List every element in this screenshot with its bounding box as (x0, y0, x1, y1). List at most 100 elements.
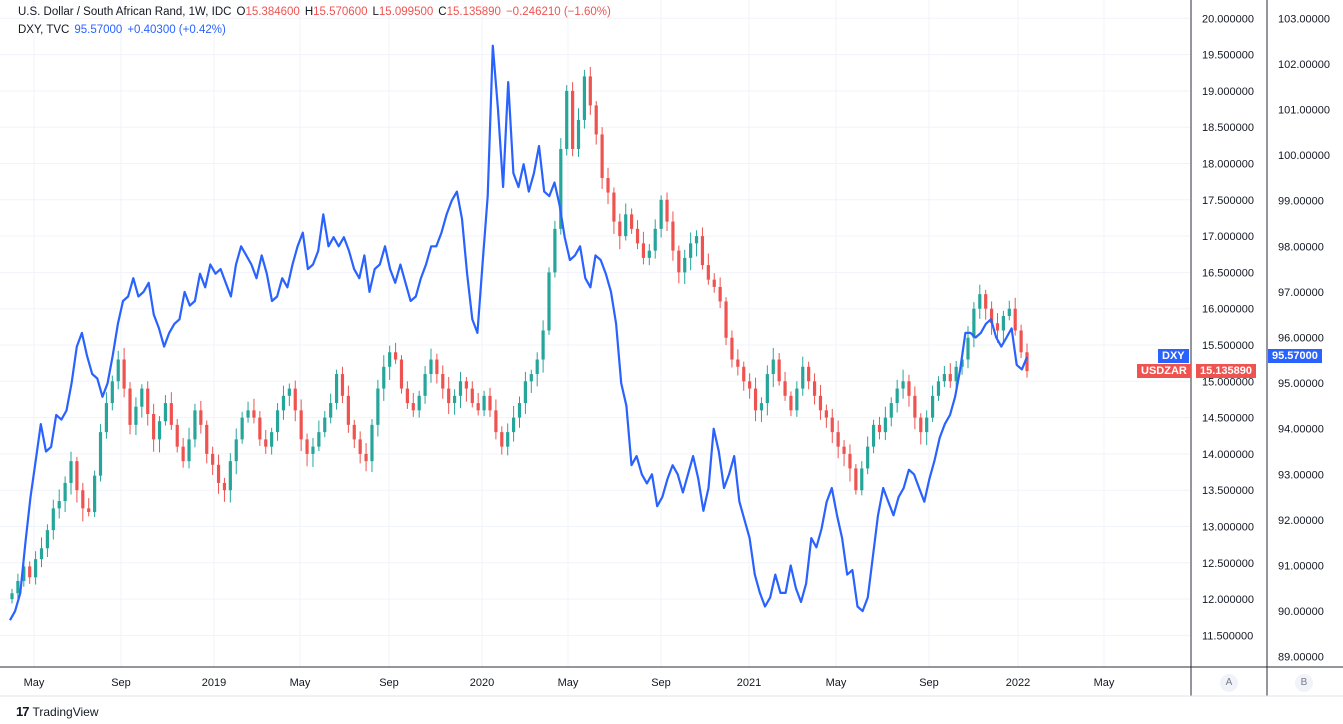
candle-body (228, 461, 232, 491)
candle-body (57, 501, 61, 509)
candle-body (411, 403, 415, 411)
candle-body (211, 453, 215, 465)
dxy-price-scale[interactable]: 103.00000 102.00000 101.00000 100.00000 99.0… (1278, 13, 1330, 663)
candle-body (901, 381, 905, 389)
candle-body (423, 374, 427, 396)
candle-body (618, 221, 622, 237)
time-tick-label: May (290, 677, 311, 689)
candle-body (87, 508, 91, 512)
usdzar-price-tag: 15.135890 (1196, 364, 1256, 378)
candle-body (382, 366, 386, 389)
candle-body (293, 388, 297, 411)
candle-body (966, 337, 970, 360)
candle-body (234, 439, 238, 462)
candle-body (488, 395, 492, 411)
candle-body (948, 374, 952, 382)
candle-body (925, 417, 929, 433)
time-tick-label: Sep (919, 677, 939, 689)
candle-body (606, 178, 610, 193)
candle-body (51, 508, 55, 531)
candle-body (807, 366, 811, 382)
usdzar-tick-label: 20.000000 (1202, 13, 1254, 25)
candle-body (836, 432, 840, 447)
left-scale-button[interactable]: A (1220, 674, 1238, 692)
candle-body (795, 388, 799, 411)
time-tick-label: Sep (651, 677, 671, 689)
candle-body (866, 446, 870, 469)
candle-body (553, 228, 557, 273)
usdzar-tick-label: 13.500000 (1202, 485, 1254, 497)
candle-body (559, 148, 563, 229)
usdzar-tick-label: 13.000000 (1202, 522, 1254, 534)
time-scale[interactable]: May Sep 2019 May Sep 2020 May Sep 2021 May Sep 2022… (24, 677, 1115, 689)
dxy-series-path (9, 44, 1029, 621)
candle-body (671, 221, 675, 251)
candle-body (1019, 330, 1023, 353)
usdzar-tick-label: 19.000000 (1202, 86, 1254, 98)
candle-body (582, 76, 587, 120)
usdzar-tick-label: 14.500000 (1202, 413, 1254, 425)
candle-body (216, 464, 221, 483)
candle-body (476, 403, 480, 411)
candle-body (464, 381, 468, 389)
candle-body (812, 381, 817, 396)
candle-body (942, 374, 946, 382)
candle-body (482, 395, 486, 411)
candle-body (358, 439, 362, 454)
candle-body (93, 475, 97, 512)
candle-body (984, 294, 988, 309)
candle-body (972, 308, 976, 338)
candle-body (417, 395, 421, 411)
candle-body (458, 381, 463, 396)
candle-body (240, 417, 244, 440)
usdzar-tick-label: 15.500000 (1202, 340, 1254, 352)
candle-body (506, 432, 510, 447)
candle-body (334, 374, 339, 404)
candle-body (978, 294, 982, 309)
candle-body (275, 410, 280, 433)
candle-body (16, 580, 20, 594)
candle-body (724, 301, 728, 338)
time-tick-label: 2021 (737, 677, 761, 689)
candle-body (765, 374, 769, 404)
candle-body (175, 424, 179, 447)
candle-body (919, 417, 923, 433)
candle-body (653, 228, 657, 251)
candle-body (1001, 315, 1005, 331)
dxy-tick-label: 96.00000 (1278, 333, 1324, 345)
candle-body (818, 395, 823, 411)
candle-body (689, 243, 693, 258)
footer: 17 TradingView (16, 704, 99, 719)
candle-body (163, 403, 168, 422)
candle-body (801, 366, 805, 389)
close-value: 15.135890 (446, 6, 501, 18)
candle-body (45, 530, 50, 549)
candle-body (258, 417, 262, 440)
tradingview-brand[interactable]: TradingView (32, 704, 99, 719)
low-label: L (372, 6, 379, 18)
dxy-symbol-title: DXY, TVC (18, 24, 70, 36)
usdzar-tick-label: 12.000000 (1202, 594, 1254, 606)
candle-body (98, 432, 103, 476)
dxy-tick-label: 99.00000 (1278, 196, 1324, 208)
grid (0, 0, 1190, 667)
right-scale-button[interactable]: B (1295, 674, 1313, 692)
candle-body (783, 381, 787, 396)
dxy-tick-label: 93.00000 (1278, 469, 1324, 481)
candle-body (777, 359, 781, 382)
candle-body (871, 424, 876, 447)
candle-body (22, 566, 26, 581)
candle-body (364, 453, 368, 462)
candle-body (323, 417, 327, 433)
candle-body (205, 424, 209, 454)
candle-body (1007, 308, 1011, 316)
candle-body (594, 105, 598, 135)
time-tick-label: May (558, 677, 579, 689)
candle-body (511, 417, 516, 433)
time-tick-label: May (24, 677, 45, 689)
candle-body (134, 406, 138, 425)
candle-body (748, 381, 752, 389)
usdzar-tick-label: 15.000000 (1202, 376, 1254, 388)
usdzar-price-scale[interactable]: 20.000000 19.500000 19.000000 18.500000 18.0… (1202, 13, 1254, 642)
